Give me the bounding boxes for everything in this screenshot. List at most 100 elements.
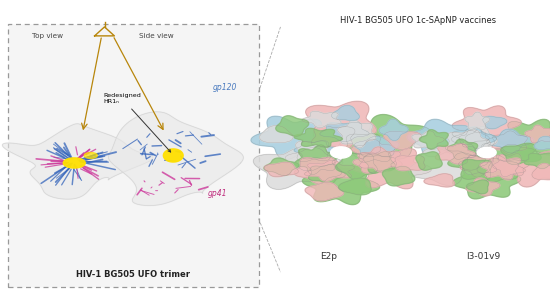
Polygon shape	[465, 137, 488, 150]
Polygon shape	[420, 130, 448, 149]
Text: HIV-1 BG505 UFO 1c-SApNP vaccines: HIV-1 BG505 UFO 1c-SApNP vaccines	[340, 16, 496, 25]
Polygon shape	[294, 158, 342, 183]
Polygon shape	[408, 148, 475, 185]
Polygon shape	[331, 147, 351, 158]
Polygon shape	[487, 129, 534, 153]
Polygon shape	[480, 155, 525, 180]
Polygon shape	[459, 155, 491, 175]
Polygon shape	[339, 178, 371, 195]
Polygon shape	[448, 153, 486, 170]
Polygon shape	[317, 135, 343, 149]
Polygon shape	[317, 155, 343, 170]
Polygon shape	[492, 131, 527, 154]
Polygon shape	[452, 106, 521, 142]
Polygon shape	[384, 131, 422, 149]
Polygon shape	[306, 101, 376, 141]
Polygon shape	[524, 153, 550, 169]
Polygon shape	[304, 160, 355, 181]
Polygon shape	[466, 180, 488, 194]
Polygon shape	[302, 111, 341, 127]
Polygon shape	[412, 131, 444, 150]
Polygon shape	[501, 143, 541, 164]
Polygon shape	[453, 163, 521, 199]
Polygon shape	[466, 178, 500, 196]
Polygon shape	[108, 112, 243, 206]
Polygon shape	[2, 124, 153, 199]
Polygon shape	[264, 162, 299, 177]
Text: gp120: gp120	[213, 83, 237, 92]
Polygon shape	[285, 148, 337, 171]
Polygon shape	[340, 135, 364, 149]
Polygon shape	[395, 155, 425, 170]
Polygon shape	[485, 155, 508, 168]
Polygon shape	[452, 127, 489, 145]
Polygon shape	[364, 152, 395, 173]
Polygon shape	[355, 136, 399, 157]
Polygon shape	[495, 146, 518, 159]
Polygon shape	[251, 116, 328, 159]
Polygon shape	[338, 120, 376, 148]
Text: Top view: Top view	[32, 33, 63, 39]
Polygon shape	[294, 128, 343, 147]
Polygon shape	[336, 152, 377, 179]
Polygon shape	[353, 153, 395, 173]
Polygon shape	[477, 147, 496, 158]
Polygon shape	[435, 144, 476, 164]
Polygon shape	[465, 126, 497, 152]
Polygon shape	[460, 155, 497, 177]
Text: E2p: E2p	[320, 252, 337, 261]
Polygon shape	[452, 127, 497, 150]
Polygon shape	[346, 134, 381, 154]
Polygon shape	[448, 139, 477, 159]
Polygon shape	[311, 125, 355, 148]
Polygon shape	[534, 136, 550, 150]
Polygon shape	[493, 154, 529, 177]
Polygon shape	[276, 116, 309, 136]
Polygon shape	[84, 152, 97, 158]
Polygon shape	[477, 158, 519, 182]
Polygon shape	[350, 145, 376, 160]
Polygon shape	[305, 182, 344, 201]
Text: Redesigned
HR1ₙ: Redesigned HR1ₙ	[103, 93, 170, 152]
Polygon shape	[351, 139, 395, 162]
Polygon shape	[455, 146, 478, 159]
Polygon shape	[379, 119, 408, 141]
Polygon shape	[320, 123, 369, 141]
Polygon shape	[264, 158, 299, 176]
Polygon shape	[295, 145, 339, 174]
Polygon shape	[306, 145, 332, 160]
Polygon shape	[483, 116, 507, 129]
Polygon shape	[296, 141, 330, 162]
Polygon shape	[350, 147, 431, 189]
Text: HIV-1 BG505 UFO trimer: HIV-1 BG505 UFO trimer	[76, 270, 190, 279]
Polygon shape	[351, 115, 431, 159]
Polygon shape	[490, 144, 534, 161]
Polygon shape	[407, 119, 472, 157]
Polygon shape	[382, 167, 415, 186]
FancyBboxPatch shape	[8, 24, 258, 287]
Text: I3-01v9: I3-01v9	[466, 252, 500, 261]
Polygon shape	[525, 125, 550, 143]
Polygon shape	[465, 112, 490, 129]
Text: Side view: Side view	[140, 33, 174, 39]
Text: gp41: gp41	[208, 189, 227, 198]
Polygon shape	[294, 141, 335, 159]
Polygon shape	[254, 147, 328, 189]
Polygon shape	[461, 159, 492, 180]
Polygon shape	[416, 152, 442, 170]
Polygon shape	[496, 148, 550, 187]
Polygon shape	[260, 126, 293, 143]
Polygon shape	[63, 158, 85, 168]
Polygon shape	[163, 149, 183, 162]
Polygon shape	[486, 137, 508, 150]
Polygon shape	[302, 163, 379, 205]
Polygon shape	[424, 174, 455, 187]
Polygon shape	[496, 119, 550, 157]
Polygon shape	[358, 147, 402, 173]
Polygon shape	[445, 130, 491, 155]
Polygon shape	[332, 106, 359, 120]
Polygon shape	[339, 155, 365, 170]
Polygon shape	[309, 164, 345, 184]
Polygon shape	[465, 155, 488, 168]
Polygon shape	[532, 164, 550, 180]
